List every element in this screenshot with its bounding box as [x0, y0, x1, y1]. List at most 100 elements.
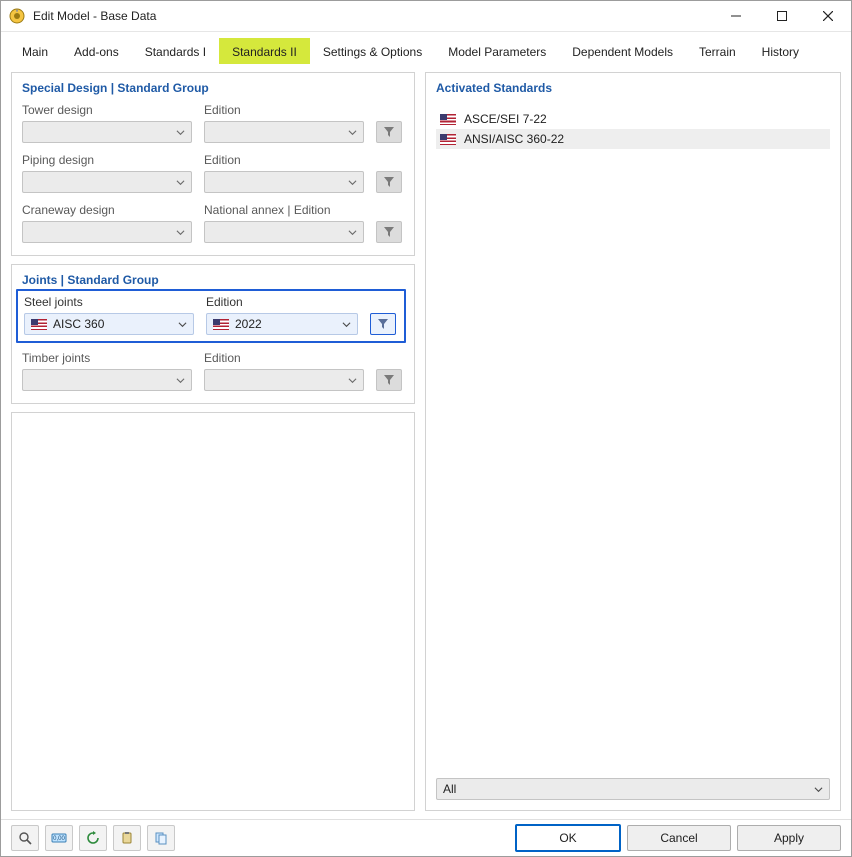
row-piping-design: Piping design Edition — [22, 153, 404, 193]
minimize-button[interactable] — [713, 1, 759, 31]
toolbar-button-5[interactable] — [147, 825, 175, 851]
right-column: Activated Standards ASCE/SEI 7-22 ANSI/A… — [425, 72, 841, 811]
toolbar-button-1[interactable] — [11, 825, 39, 851]
toolbar-button-2[interactable]: 0,00 — [45, 825, 73, 851]
flag-us-icon — [213, 319, 229, 330]
dropdown-steel-joints[interactable]: AISC 360 — [24, 313, 194, 335]
app-icon — [9, 8, 25, 24]
tab-terrain[interactable]: Terrain — [686, 38, 749, 64]
dropdown-value: AISC 360 — [53, 317, 175, 331]
filter-all-row: All — [436, 778, 830, 800]
filter-button-craneway[interactable] — [376, 221, 402, 243]
titlebar: Edit Model - Base Data — [1, 1, 851, 32]
tab-label: Add-ons — [74, 45, 119, 59]
highlight-steel-joints: Steel joints AISC 360 Edition 20 — [16, 289, 406, 343]
close-button[interactable] — [805, 1, 851, 31]
tab-label: Main — [22, 45, 48, 59]
standard-label: ASCE/SEI 7-22 — [464, 112, 547, 126]
flag-us-icon — [440, 134, 456, 145]
filter-button-steel[interactable] — [370, 313, 396, 335]
close-icon — [823, 11, 833, 21]
button-label: OK — [559, 831, 576, 845]
tab-label: Dependent Models — [572, 45, 673, 59]
standard-item[interactable]: ASCE/SEI 7-22 — [436, 109, 830, 129]
section-title-activated: Activated Standards — [436, 81, 830, 95]
ok-button[interactable]: OK — [515, 824, 621, 852]
dropdown-tower-edition[interactable] — [204, 121, 364, 143]
tab-standards-2[interactable]: Standards II — [219, 38, 310, 64]
tab-label: Settings & Options — [323, 45, 422, 59]
dropdown-craneway-edition[interactable] — [204, 221, 364, 243]
panel-activated-standards: Activated Standards ASCE/SEI 7-22 ANSI/A… — [425, 72, 841, 811]
row-steel-joints: Steel joints AISC 360 Edition 20 — [24, 295, 398, 335]
label-steel-joints: Steel joints — [24, 295, 194, 309]
apply-button[interactable]: Apply — [737, 825, 841, 851]
tab-addons[interactable]: Add-ons — [61, 38, 132, 64]
section-title-joints: Joints | Standard Group — [22, 273, 404, 287]
dropdown-timber-edition[interactable] — [204, 369, 364, 391]
filter-button-timber[interactable] — [376, 369, 402, 391]
button-label: Cancel — [660, 831, 697, 845]
tab-label: Model Parameters — [448, 45, 546, 59]
chevron-down-icon — [345, 128, 359, 137]
chevron-down-icon — [173, 178, 187, 187]
maximize-button[interactable] — [759, 1, 805, 31]
tab-settings[interactable]: Settings & Options — [310, 38, 435, 64]
window-title: Edit Model - Base Data — [33, 9, 156, 23]
tab-model-parameters[interactable]: Model Parameters — [435, 38, 559, 64]
window-root: Edit Model - Base Data Main Add-ons Stan… — [0, 0, 852, 857]
chevron-down-icon — [345, 178, 359, 187]
clipboard-icon — [120, 831, 134, 845]
label-steel-edition: Edition — [206, 295, 358, 309]
dialog-footer: 0,00 OK Cancel Apply — [1, 819, 851, 856]
label-craneway-design: Craneway design — [22, 203, 192, 217]
dialog-body: Special Design | Standard Group Tower de… — [1, 64, 851, 819]
chevron-down-icon — [173, 128, 187, 137]
funnel-icon — [377, 318, 389, 330]
copy-icon — [154, 831, 168, 845]
filter-button-tower[interactable] — [376, 121, 402, 143]
tab-label: Terrain — [699, 45, 736, 59]
tab-standards-1[interactable]: Standards I — [132, 38, 219, 64]
funnel-icon — [383, 374, 395, 386]
dropdown-value: 2022 — [235, 317, 339, 331]
tab-label: Standards I — [145, 45, 206, 59]
dropdown-timber-joints[interactable] — [22, 369, 192, 391]
tab-label: History — [762, 45, 799, 59]
label-craneway-edition: National annex | Edition — [204, 203, 364, 217]
flag-us-icon — [31, 319, 47, 330]
tab-dependent-models[interactable]: Dependent Models — [559, 38, 686, 64]
section-title-special: Special Design | Standard Group — [22, 81, 404, 95]
panel-special-design: Special Design | Standard Group Tower de… — [11, 72, 415, 256]
chevron-down-icon — [345, 376, 359, 385]
panel-joints: Joints | Standard Group Steel joints AIS… — [11, 264, 415, 404]
chevron-down-icon — [345, 228, 359, 237]
chevron-down-icon — [173, 228, 187, 237]
dropdown-piping-design[interactable] — [22, 171, 192, 193]
maximize-icon — [777, 11, 787, 21]
label-piping-edition: Edition — [204, 153, 364, 167]
standard-label: ANSI/AISC 360-22 — [464, 132, 564, 146]
label-tower-edition: Edition — [204, 103, 364, 117]
standard-item[interactable]: ANSI/AISC 360-22 — [436, 129, 830, 149]
units-icon: 0,00 — [51, 831, 67, 845]
tab-history[interactable]: History — [749, 38, 812, 64]
dropdown-craneway-design[interactable] — [22, 221, 192, 243]
button-label: Apply — [774, 831, 804, 845]
panel-empty — [11, 412, 415, 811]
dropdown-piping-edition[interactable] — [204, 171, 364, 193]
label-timber-joints: Timber joints — [22, 351, 192, 365]
dropdown-value: All — [443, 782, 811, 796]
toolbar-button-3[interactable] — [79, 825, 107, 851]
dropdown-steel-edition[interactable]: 2022 — [206, 313, 358, 335]
dropdown-filter-all[interactable]: All — [436, 778, 830, 800]
refresh-icon — [86, 831, 100, 845]
toolbar-button-4[interactable] — [113, 825, 141, 851]
tab-main[interactable]: Main — [9, 38, 61, 64]
funnel-icon — [383, 126, 395, 138]
dropdown-tower-design[interactable] — [22, 121, 192, 143]
tab-bar: Main Add-ons Standards I Standards II Se… — [9, 38, 843, 64]
cancel-button[interactable]: Cancel — [627, 825, 731, 851]
row-craneway-design: Craneway design National annex | Edition — [22, 203, 404, 243]
filter-button-piping[interactable] — [376, 171, 402, 193]
